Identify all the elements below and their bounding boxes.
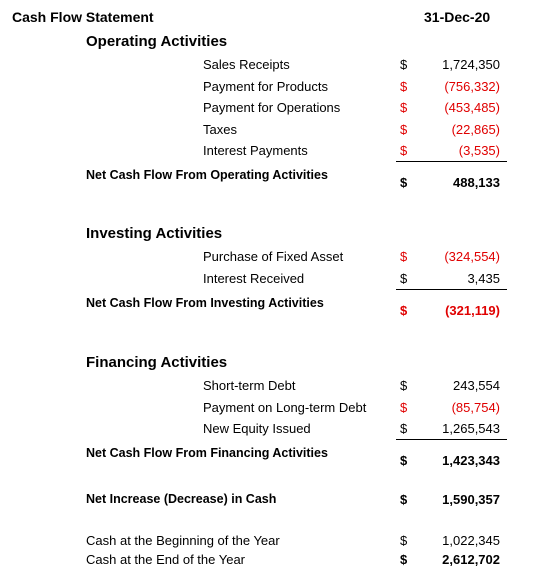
investing-net-label: Net Cash Flow From Investing Activities	[86, 296, 324, 310]
investing-row-label: Purchase of Fixed Asset	[203, 249, 344, 264]
financing-row-value: (85,754)	[451, 400, 500, 415]
statement-date: 31-Dec-20	[424, 9, 491, 25]
financing-net-value: 1,423,343	[442, 453, 500, 468]
operating-net-currency: $	[400, 175, 408, 190]
financing-row-value: 243,554	[453, 378, 500, 393]
financing-net-currency: $	[400, 453, 408, 468]
cash-end-value: 2,612,702	[442, 552, 500, 567]
financing-row-label: Short-term Debt	[203, 378, 296, 393]
operating-row-label: Payment for Operations	[203, 100, 341, 115]
operating-row-value: (756,332)	[444, 79, 500, 94]
statement-title: Cash Flow Statement	[12, 9, 154, 25]
financing-row-currency: $	[400, 400, 408, 415]
operating-row-label: Payment for Products	[203, 79, 328, 94]
subtotal-underline	[396, 289, 507, 290]
financing-row-value: 1,265,543	[442, 421, 500, 436]
operating-row-value: (22,865)	[451, 122, 500, 137]
cash-end-label: Cash at the End of the Year	[86, 552, 246, 567]
financing-row-label: Payment on Long-term Debt	[203, 400, 367, 415]
cash-end-currency: $	[400, 552, 408, 567]
operating-row-value: (453,485)	[444, 100, 500, 115]
net-increase-label: Net Increase (Decrease) in Cash	[86, 492, 277, 506]
operating-net-value: 488,133	[453, 175, 500, 190]
investing-row-currency: $	[400, 249, 408, 264]
operating-row-label: Taxes	[203, 122, 237, 137]
cash-begin-value: 1,022,345	[442, 533, 500, 548]
operating-heading: Operating Activities	[86, 33, 228, 50]
net-increase-value: 1,590,357	[442, 492, 500, 507]
operating-row-currency: $	[400, 57, 408, 72]
investing-row-value: (324,554)	[444, 249, 500, 264]
operating-row-currency: $	[400, 100, 408, 115]
subtotal-underline	[396, 439, 507, 440]
financing-heading: Financing Activities	[86, 354, 228, 371]
financing-row-currency: $	[400, 378, 408, 393]
operating-row-currency: $	[400, 122, 408, 137]
investing-row-label: Interest Received	[203, 271, 305, 286]
operating-row-value: (3,535)	[458, 143, 500, 158]
operating-net-label: Net Cash Flow From Operating Activities	[86, 168, 328, 182]
investing-net-currency: $	[400, 303, 408, 318]
investing-row-currency: $	[400, 271, 408, 286]
operating-row-currency: $	[400, 143, 408, 158]
cash-begin-currency: $	[400, 533, 408, 548]
operating-row-label: Interest Payments	[203, 143, 308, 158]
financing-row-currency: $	[400, 421, 408, 436]
cash-begin-label: Cash at the Beginning of the Year	[86, 533, 280, 548]
operating-row-value: 1,724,350	[442, 57, 500, 72]
financing-row-label: New Equity Issued	[203, 421, 311, 436]
investing-heading: Investing Activities	[86, 225, 223, 242]
financing-net-label: Net Cash Flow From Financing Activities	[86, 446, 328, 460]
operating-row-currency: $	[400, 79, 408, 94]
subtotal-underline	[396, 161, 507, 162]
operating-row-label: Sales Receipts	[203, 57, 290, 72]
investing-net-value: (321,119)	[445, 303, 500, 318]
net-increase-currency: $	[400, 492, 408, 507]
investing-row-value: 3,435	[467, 271, 500, 286]
